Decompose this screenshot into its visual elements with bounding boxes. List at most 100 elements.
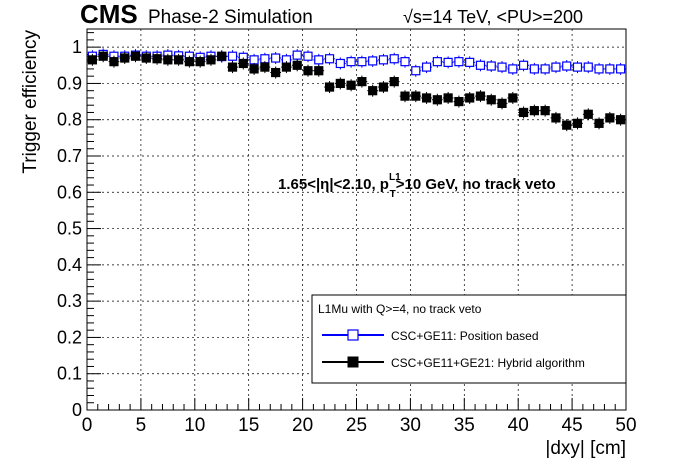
hybrid-point (475, 90, 486, 103)
filled-square-marker (432, 95, 442, 105)
filled-square-marker (120, 53, 130, 63)
filled-square-marker (260, 62, 270, 72)
filled-square-marker (206, 55, 216, 65)
hybrid-point (270, 66, 282, 79)
open-square-marker (529, 64, 539, 74)
hybrid-point (453, 95, 465, 108)
open-square-marker (227, 51, 238, 61)
plot-frame (86, 28, 627, 411)
filled-square-marker (497, 98, 507, 108)
filled-square-marker (357, 77, 367, 87)
position-point (324, 52, 335, 65)
position-point (431, 55, 443, 68)
hybrid-point (291, 59, 303, 72)
open-square-marker (346, 57, 356, 67)
filled-square-marker (454, 96, 464, 107)
open-square-marker (605, 64, 615, 74)
hybrid-point (151, 52, 163, 65)
filled-square-marker (421, 93, 432, 103)
filled-square-marker (378, 82, 389, 92)
position-point (582, 61, 594, 74)
y-tick-label: 0.2 (57, 327, 82, 347)
hybrid-point (302, 64, 314, 77)
y-tick-label: 0.5 (57, 219, 82, 239)
filled-square-marker (572, 118, 583, 128)
x-tick-label: 40 (508, 415, 529, 436)
position-point (539, 62, 551, 75)
position-point (485, 60, 497, 73)
position-point (388, 52, 400, 65)
filled-square-marker (389, 77, 399, 87)
x-tick-label: 5 (136, 415, 147, 436)
filled-square-marker (486, 95, 496, 105)
position-point (399, 55, 411, 68)
hybrid-point (356, 75, 368, 88)
legend-box (311, 294, 627, 384)
open-square-marker (292, 50, 302, 60)
hybrid-point (464, 91, 476, 104)
hybrid-point (345, 79, 357, 92)
hybrid-point (184, 55, 195, 68)
filled-square-marker (227, 62, 238, 72)
open-square-marker (432, 57, 442, 67)
hybrid-point (604, 111, 616, 124)
hybrid-point (431, 93, 443, 106)
hybrid-point (507, 91, 519, 104)
hybrid-point (259, 61, 271, 74)
position-point (475, 59, 486, 72)
y-tick-label: 1 (72, 37, 82, 57)
filled-square-marker (184, 57, 195, 67)
position-point (227, 50, 238, 63)
position-point (528, 62, 540, 75)
hybrid-point (539, 104, 551, 117)
open-square-marker (508, 64, 518, 74)
open-square-marker (616, 64, 626, 74)
open-square-marker (314, 55, 324, 65)
hybrid-point (410, 90, 422, 103)
filled-square-marker (174, 55, 184, 65)
filled-square-marker (281, 62, 292, 72)
open-square-marker (486, 61, 496, 71)
filled-square-marker (465, 93, 475, 103)
filled-square-marker (195, 57, 205, 67)
y-tick-label: 0.6 (57, 182, 82, 202)
hybrid-point (572, 117, 583, 130)
filled-square-marker (163, 55, 173, 65)
position-point (604, 62, 616, 75)
hybrid-point (173, 53, 185, 66)
open-square-marker (562, 61, 572, 71)
open-square-marker (303, 51, 313, 61)
hybrid-point (442, 91, 454, 104)
open-square-marker (594, 64, 604, 74)
open-square-marker (389, 54, 399, 64)
hybrid-point (367, 84, 379, 97)
filled-square-marker (130, 51, 141, 61)
hybrid-point (421, 91, 432, 104)
filled-square-marker (583, 109, 593, 119)
position-point (302, 50, 314, 63)
filled-square-marker (411, 91, 421, 101)
open-square-marker (497, 62, 507, 72)
hybrid-point (528, 104, 540, 117)
position-point (356, 55, 368, 68)
filled-square-marker (249, 64, 259, 74)
position-point (464, 56, 476, 69)
open-square-marker (368, 56, 378, 66)
filled-square-marker (400, 91, 410, 101)
filled-square-marker (324, 82, 335, 92)
position-point (550, 61, 562, 74)
open-square-marker (518, 60, 529, 70)
filled-square-marker (616, 115, 626, 125)
y-tick-label: 0.3 (57, 291, 82, 311)
open-square-marker (551, 62, 561, 72)
filled-square-marker (87, 55, 97, 65)
filled-square-marker (551, 113, 561, 123)
x-axis-title: |dxy| [cm] (545, 438, 626, 459)
filled-square-marker (368, 86, 378, 96)
position-point (453, 55, 465, 68)
legend-title: L1Mu with Q>=4, no track veto (318, 302, 482, 316)
hybrid-point (550, 111, 562, 124)
x-tick-label: 30 (400, 415, 421, 436)
position-point (421, 61, 432, 74)
